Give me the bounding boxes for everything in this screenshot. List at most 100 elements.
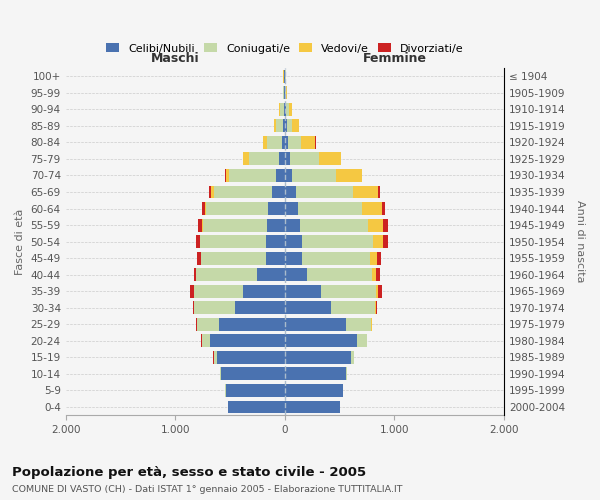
Bar [281,136,285,149]
Bar [378,285,382,298]
Bar [284,103,285,116]
Bar [346,368,347,380]
Bar [217,351,285,364]
Bar [376,268,380,281]
Bar [285,268,307,281]
Bar [285,218,300,232]
Bar [285,152,290,166]
Bar [248,152,280,166]
Bar [285,285,321,298]
Bar [337,169,362,182]
Bar [200,235,266,248]
Bar [243,152,248,166]
Bar [221,368,285,380]
Bar [290,152,319,166]
Bar [373,268,376,281]
Bar [202,334,210,347]
Bar [226,384,285,397]
Bar [266,252,285,264]
Bar [377,252,381,264]
Bar [214,351,217,364]
Bar [296,186,353,198]
Bar [194,285,243,298]
Bar [285,103,286,116]
Bar [243,285,285,298]
Y-axis label: Anni di nascita: Anni di nascita [575,200,585,283]
Bar [285,120,287,132]
Bar [353,186,378,198]
Bar [286,103,289,116]
Bar [376,285,378,298]
Bar [368,218,383,232]
Bar [257,268,285,281]
Bar [196,235,200,248]
Bar [292,120,299,132]
Bar [220,368,221,380]
Bar [302,252,370,264]
Bar [292,169,337,182]
Bar [331,302,374,314]
Bar [285,400,340,413]
Bar [301,136,316,149]
Bar [285,384,343,397]
Bar [214,186,272,198]
Bar [287,120,292,132]
Bar [286,86,287,99]
Bar [210,334,285,347]
Bar [196,268,257,281]
Bar [285,235,302,248]
Bar [285,252,302,264]
Text: Popolazione per età, sesso e stato civile - 2005: Popolazione per età, sesso e stato civil… [12,466,366,479]
Y-axis label: Fasce di età: Fasce di età [15,208,25,275]
Bar [229,169,276,182]
Bar [285,334,357,347]
Bar [285,351,350,364]
Bar [267,136,281,149]
Bar [194,268,196,281]
Bar [285,136,288,149]
Text: Femmine: Femmine [362,52,427,66]
Bar [197,318,219,331]
Bar [206,202,268,215]
Bar [302,235,373,248]
Text: COMUNE DI VASTO (CH) - Dati ISTAT 1° gennaio 2005 - Elaborazione TUTTITALIA.IT: COMUNE DI VASTO (CH) - Dati ISTAT 1° gen… [12,485,403,494]
Bar [321,285,376,298]
Bar [219,318,285,331]
Bar [205,202,206,215]
Bar [283,86,284,99]
Bar [201,252,266,264]
Bar [376,302,377,314]
Bar [285,302,331,314]
Text: Maschi: Maschi [151,52,200,66]
Bar [197,252,200,264]
Bar [373,235,383,248]
Bar [283,120,285,132]
Bar [280,103,284,116]
Bar [274,120,276,132]
Bar [226,169,229,182]
Bar [211,186,214,198]
Bar [267,218,285,232]
Bar [263,136,267,149]
Bar [209,186,211,198]
Bar [300,218,368,232]
Bar [370,252,377,264]
Bar [194,302,235,314]
Bar [374,302,376,314]
Bar [285,318,346,331]
Bar [319,152,341,166]
Bar [190,285,194,298]
Bar [288,136,301,149]
Bar [285,368,346,380]
Bar [272,186,285,198]
Bar [285,202,298,215]
Bar [285,186,296,198]
Bar [276,120,283,132]
Bar [266,235,285,248]
Bar [268,202,285,215]
Bar [350,351,354,364]
Bar [235,302,285,314]
Bar [378,186,380,198]
Legend: Celibi/Nubili, Coniugati/e, Vedovi/e, Divorziati/e: Celibi/Nubili, Coniugati/e, Vedovi/e, Di… [101,39,468,58]
Bar [346,318,371,331]
